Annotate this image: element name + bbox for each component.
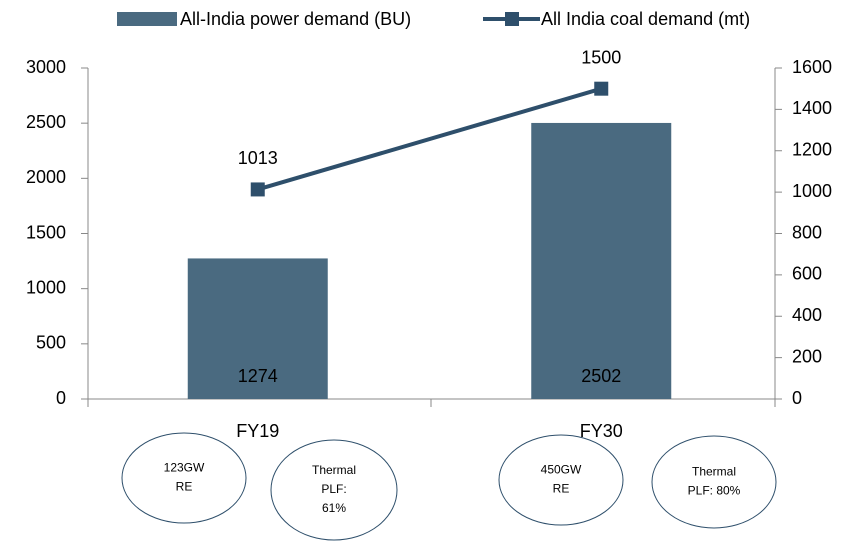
legend-label: All-India power demand (BU) xyxy=(180,9,411,29)
y-tick-label: 3000 xyxy=(26,57,66,77)
y-tick-label: 1500 xyxy=(26,222,66,242)
y-tick-label: 1000 xyxy=(26,277,66,297)
legend-label: All India coal demand (mt) xyxy=(541,9,750,29)
y2-tick-label: 800 xyxy=(792,222,822,242)
annotation-ellipse xyxy=(651,435,777,529)
annotation-text: 123GW xyxy=(164,461,205,475)
x-tick-label: FY30 xyxy=(580,421,623,441)
y2-tick-label: 1600 xyxy=(792,57,832,77)
y2-tick-label: 400 xyxy=(792,305,822,325)
y2-tick-label: 600 xyxy=(792,264,822,284)
bar xyxy=(187,258,328,399)
annotation-text: PLF: 80% xyxy=(688,484,741,498)
y2-tick-label: 200 xyxy=(792,346,822,366)
bar xyxy=(531,122,672,400)
annotation-ellipse xyxy=(121,432,247,524)
legend-marker xyxy=(505,12,519,26)
y2-tick-label: 1000 xyxy=(792,181,832,201)
y-tick-label: 2500 xyxy=(26,112,66,132)
y2-tick-label: 0 xyxy=(792,388,802,408)
annotation-text: Thermal xyxy=(692,465,736,479)
legend-swatch xyxy=(117,12,177,26)
annotation-text: 450GW xyxy=(541,463,582,477)
y-tick-label: 2000 xyxy=(26,167,66,187)
bar-value-label: 2502 xyxy=(581,366,621,386)
annotation-text: 61% xyxy=(322,501,346,515)
y-tick-label: 500 xyxy=(36,333,66,353)
annotation-ellipse xyxy=(270,439,398,541)
y2-tick-label: 1200 xyxy=(792,140,832,160)
y-tick-label: 0 xyxy=(56,388,66,408)
line-marker xyxy=(594,81,609,96)
annotation-ellipse xyxy=(498,434,624,526)
annotation-text: RE xyxy=(176,480,193,494)
line xyxy=(257,86,602,192)
annotation-text: Thermal xyxy=(312,463,356,477)
y2-tick-label: 1400 xyxy=(792,98,832,118)
bar-value-label: 1274 xyxy=(238,366,278,386)
x-tick-label: FY19 xyxy=(236,421,279,441)
line-marker xyxy=(250,182,265,197)
annotation-text: RE xyxy=(553,482,570,496)
line-value-label: 1013 xyxy=(238,148,278,168)
line-value-label: 1500 xyxy=(581,47,621,67)
annotation-text: PLF: xyxy=(321,482,346,496)
